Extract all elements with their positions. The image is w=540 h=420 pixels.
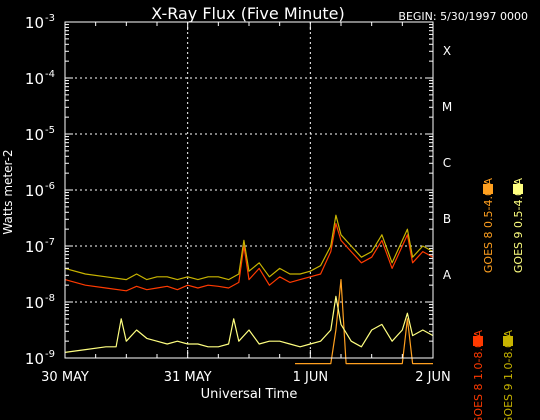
legend-swatch <box>483 184 493 194</box>
y-tick-exponent: -5 <box>45 125 55 136</box>
y-tick-label: 10 <box>25 350 44 368</box>
y-tick-label: 10 <box>25 126 44 144</box>
series-line <box>64 295 434 353</box>
series-line <box>64 223 434 292</box>
flare-class-label: C <box>443 156 451 170</box>
y-tick-exponent: -6 <box>45 181 55 192</box>
legend-label: GOES 8 1.0-8.0 A <box>472 330 485 420</box>
legend-swatch <box>473 336 483 346</box>
series-line <box>295 279 433 365</box>
legend-label: GOES 8 0.5-4.0 A <box>482 178 495 274</box>
y-tick-exponent: -4 <box>45 69 55 80</box>
x-tick-label: 30 MAY <box>41 370 89 385</box>
flare-class-label: M <box>442 100 452 114</box>
y-tick-label: 10 <box>25 182 44 200</box>
y-axis-label: Watts meter-2 <box>1 149 15 234</box>
begin-label: BEGIN: 5/30/1997 0000 <box>398 10 528 23</box>
y-tick-labels: 10-910-810-710-610-510-410-3 <box>25 13 55 368</box>
legend-label: GOES 9 0.5-4.0 A <box>512 178 525 274</box>
flare-class-label: A <box>443 268 452 282</box>
y-tick-label: 10 <box>25 70 44 88</box>
flare-class-label: X <box>443 44 451 58</box>
axis-ticks <box>64 21 434 359</box>
y-tick-exponent: -3 <box>45 13 55 24</box>
legend-label: GOES 9 1.0-8.0 A <box>502 330 515 420</box>
x-tick-labels: 30 MAY 31 MAY 1 JUN 2 JUN <box>41 370 451 385</box>
chart-title: X-Ray Flux (Five Minute) <box>151 4 344 23</box>
y-tick-exponent: -8 <box>45 293 55 304</box>
series-line <box>64 214 434 281</box>
x-axis-label: Universal Time <box>201 387 298 402</box>
legend-swatch <box>503 336 513 346</box>
y-tick-exponent: -9 <box>45 349 55 360</box>
x-tick-label: 2 JUN <box>415 370 450 385</box>
x-tick-label: 31 MAY <box>164 370 212 385</box>
y-tick-exponent: -7 <box>45 237 55 248</box>
grid-lines <box>65 22 433 358</box>
y-tick-label: 10 <box>25 238 44 256</box>
flare-class-label: B <box>443 212 451 226</box>
x-tick-label: 1 JUN <box>293 370 328 385</box>
series-lines <box>64 214 434 365</box>
y-tick-label: 10 <box>25 294 44 312</box>
legend-swatch <box>513 184 523 194</box>
y-tick-label: 10 <box>25 14 44 32</box>
legend: GOES 8 1.0-8.0 A GOES 8 0.5-4.0 A GOES 9 1… <box>472 178 525 420</box>
flare-class-labels: A B C M X <box>442 44 452 282</box>
